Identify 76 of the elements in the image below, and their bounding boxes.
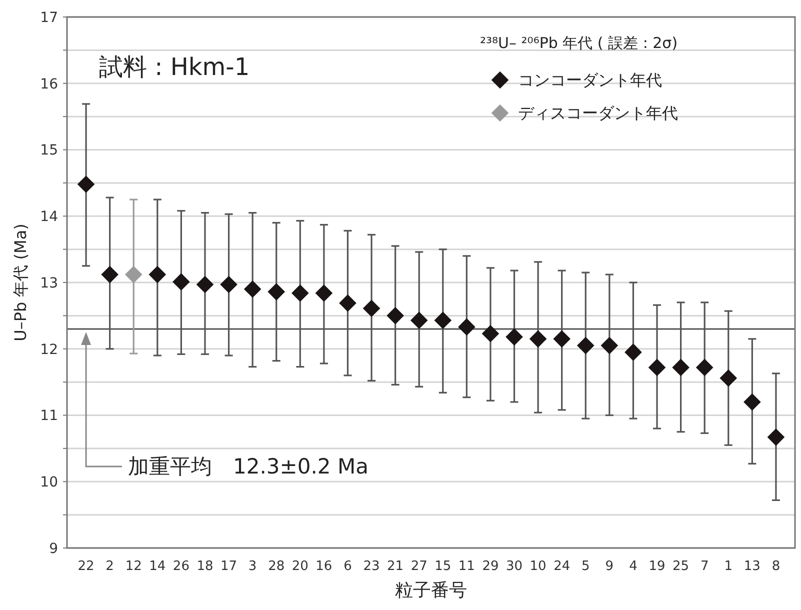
x-tick-label: 3	[248, 559, 257, 574]
point	[696, 358, 714, 376]
x-tick-label: 6	[344, 559, 352, 574]
y-axis-title: U–Pb 年代 (Ma)	[11, 224, 30, 342]
x-axis-title: 粒子番号	[395, 580, 467, 601]
y-tick-label: 16	[40, 76, 58, 92]
point	[576, 336, 594, 354]
x-tick-label: 7	[700, 559, 709, 574]
x-tick-label: 14	[149, 559, 166, 574]
x-tick-label: 9	[605, 559, 614, 574]
y-tick-label: 14	[40, 209, 58, 226]
annotation: 試料 : Hkm-1	[99, 53, 250, 81]
x-tick-label: 4	[629, 559, 638, 574]
point	[124, 266, 142, 284]
point	[339, 294, 356, 312]
point	[767, 428, 785, 446]
x-tick-label: 15	[434, 559, 452, 574]
y-tick-label: 11	[40, 408, 58, 424]
point	[482, 324, 500, 342]
x-tick-label: 24	[554, 559, 570, 574]
point	[529, 330, 547, 348]
legend-label: ディスコーダント年代	[518, 104, 678, 123]
point	[101, 266, 118, 284]
point	[506, 328, 523, 346]
point	[386, 307, 404, 324]
x-tick-label: 28	[268, 559, 285, 574]
y-tick-label: 12	[40, 342, 58, 358]
point	[196, 276, 214, 294]
x-tick-label: 23	[363, 559, 380, 574]
point	[672, 358, 690, 376]
y-tick-label: 9	[49, 540, 58, 557]
y-tick-label: 17	[40, 10, 58, 26]
x-tick-label: 12	[125, 559, 142, 574]
point	[362, 300, 380, 318]
point	[172, 273, 190, 290]
x-tick-label: 26	[172, 559, 190, 574]
point	[434, 312, 452, 329]
x-tick-label: 16	[316, 559, 332, 574]
legend-label: コンコーダント年代	[518, 70, 662, 90]
x-tick-label: 2	[106, 559, 114, 574]
x-tick-label: 20	[292, 559, 308, 574]
point	[291, 284, 309, 302]
point	[458, 318, 476, 336]
x-tick-label: 22	[78, 559, 94, 574]
y-tick-label: 15	[40, 142, 58, 159]
point	[648, 358, 666, 376]
point	[744, 393, 761, 411]
annotation: 加重平均 12.3±0.2 Ma	[128, 454, 368, 478]
x-tick-label: 19	[648, 559, 666, 574]
point	[315, 284, 333, 302]
x-tick-label: 10	[530, 559, 546, 574]
point	[268, 283, 286, 300]
x-tick-label: 13	[744, 559, 760, 574]
x-tick-label: 21	[387, 559, 404, 574]
y-tick-label: 10	[40, 474, 58, 491]
point	[720, 369, 738, 387]
y-tick-label: 13	[40, 275, 58, 292]
point	[220, 276, 238, 294]
point	[600, 336, 618, 354]
x-tick-label: 30	[506, 559, 523, 574]
point	[624, 344, 642, 361]
point	[244, 280, 262, 298]
legend-title: ²³⁸U– ²⁰⁶Pb 年代 ( 誤差 : 2σ)	[480, 34, 678, 52]
x-tick-label: 17	[220, 559, 238, 574]
point	[77, 176, 95, 193]
point	[410, 312, 428, 329]
x-tick-label: 27	[410, 559, 428, 574]
point	[553, 330, 571, 348]
x-tick-label: 1	[724, 559, 733, 574]
x-tick-label: 18	[196, 559, 214, 574]
point	[148, 266, 166, 284]
x-tick-label: 5	[582, 559, 590, 574]
x-tick-label: 11	[458, 559, 475, 574]
x-tick-label: 8	[772, 559, 780, 574]
x-tick-label: 29	[482, 559, 499, 574]
x-tick-label: 25	[672, 559, 690, 574]
